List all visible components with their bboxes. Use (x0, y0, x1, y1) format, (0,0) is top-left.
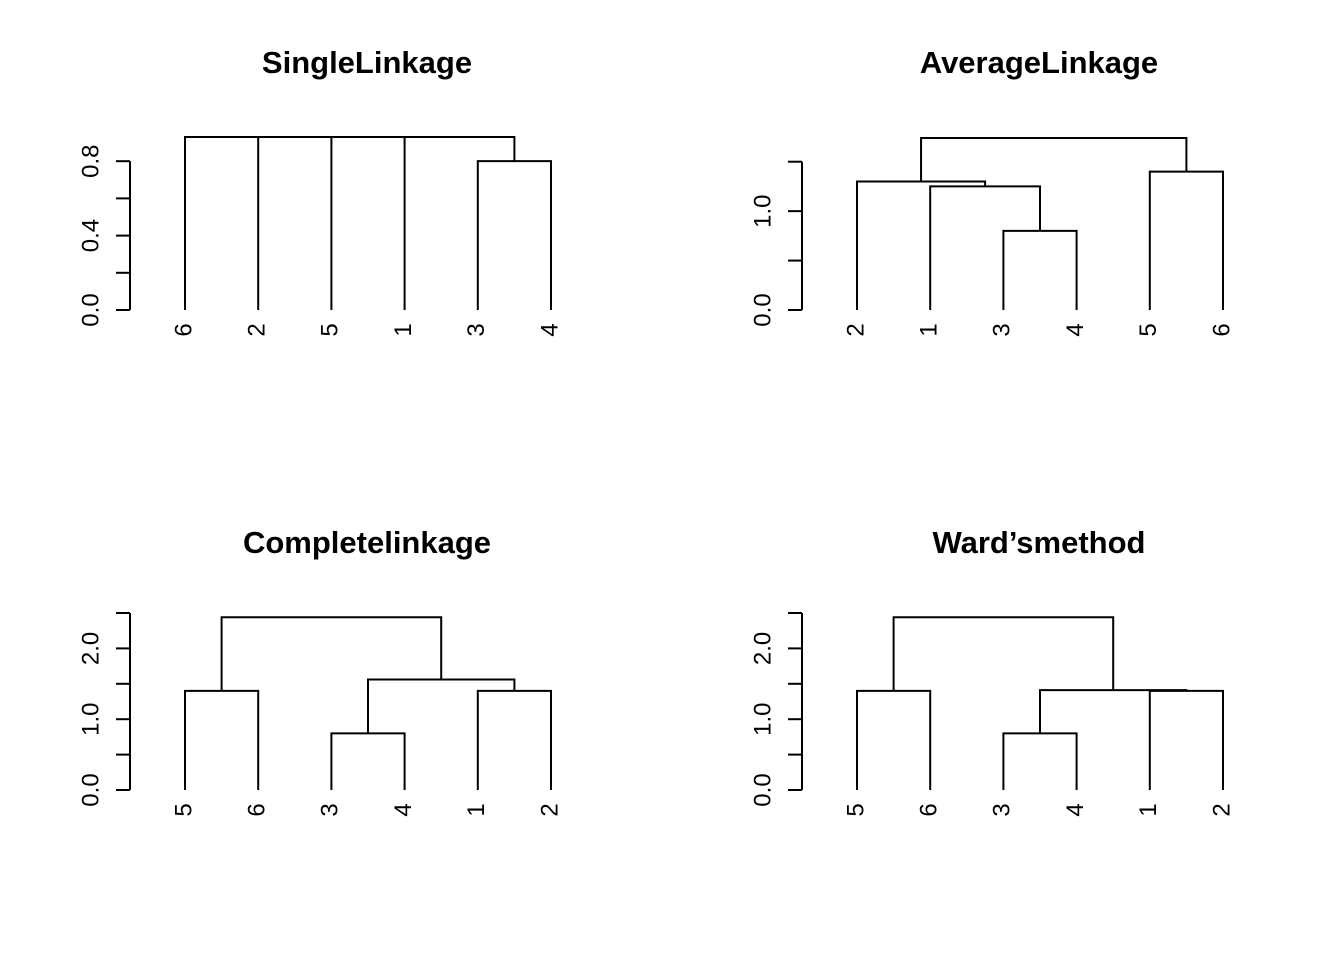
chart-title: SingleLinkage (262, 45, 472, 80)
leaf-label: 1 (1135, 803, 1162, 816)
leaf-label: 5 (170, 803, 197, 816)
dendrogram-link (367, 678, 516, 734)
leaf-label: 4 (1062, 803, 1089, 816)
dendrogram-link (1148, 170, 1224, 310)
dendrogram-link (220, 616, 443, 691)
y-tick-label: 2.0 (77, 632, 104, 665)
dendrogram-link (1148, 689, 1224, 790)
dendrogram-link (476, 689, 552, 790)
leaf-label: 1 (390, 323, 417, 336)
chart-title: AverageLinkage (920, 45, 1158, 80)
leaf-label: 5 (842, 803, 869, 816)
leaf-label: 3 (989, 803, 1016, 816)
chart-title: Completelinkage (243, 525, 491, 560)
dendrogram-link (1002, 732, 1078, 790)
dendrogram-link (1002, 229, 1078, 310)
y-tick-label: 0.0 (77, 773, 104, 806)
leaf-label: 2 (536, 803, 563, 816)
leaf-label: 3 (989, 323, 1016, 336)
leaf-label: 3 (317, 803, 344, 816)
y-tick-label: 0.4 (77, 219, 104, 252)
leaf-label: 5 (1135, 323, 1162, 336)
dendrogram-link (856, 180, 987, 310)
leaf-label: 2 (1208, 803, 1235, 816)
panel-average-linkage: AverageLinkage 0.0 1.0 2 1 3 4 5 6 (749, 45, 1235, 336)
dendrogram-link (257, 136, 396, 310)
dendrogram-link (929, 185, 1041, 310)
dendrogram-link (330, 732, 406, 790)
dendrogram-link (892, 616, 1115, 691)
y-tick-label: 0.0 (749, 293, 776, 326)
y-tick-label: 1.0 (749, 703, 776, 736)
leaf-label: 6 (244, 803, 271, 816)
dendrogram-link (184, 136, 327, 310)
leaf-label: 6 (916, 803, 943, 816)
leaf-label: 5 (317, 323, 344, 336)
leaf-label: 3 (463, 323, 490, 336)
dendrogram-link (330, 136, 460, 310)
dendrogram-link (476, 160, 552, 310)
dendrogram-link (403, 136, 516, 310)
dendrogram-link (184, 689, 260, 790)
panel-single-linkage: SingleLinkage 0.0 0.4 0.8 6 2 5 1 3 4 (77, 45, 563, 336)
y-tick-label: 0.8 (77, 144, 104, 177)
leaf-label: 6 (1208, 323, 1235, 336)
y-tick-label: 2.0 (749, 632, 776, 665)
chart-title: Ward’smethod (933, 525, 1146, 560)
y-tick-label: 0.0 (77, 293, 104, 326)
leaf-label: 1 (916, 323, 943, 336)
leaf-label: 1 (463, 803, 490, 816)
leaf-label: 4 (390, 803, 417, 816)
leaf-label: 4 (536, 323, 563, 336)
y-tick-label: 1.0 (77, 703, 104, 736)
leaf-label: 6 (170, 323, 197, 336)
dendrogram-link (856, 689, 932, 790)
leaf-label: 2 (842, 323, 869, 336)
dendrogram-link (1039, 689, 1188, 734)
leaf-label: 2 (244, 323, 271, 336)
y-tick-label: 1.0 (749, 194, 776, 227)
panel-complete-linkage: Completelinkage 0.0 1.0 2.0 5 6 3 4 1 2 (77, 525, 563, 816)
dendrogram-link (920, 136, 1188, 182)
panel-wards-method: Ward’smethod 0.0 1.0 2.0 5 6 3 4 1 2 (749, 525, 1235, 816)
y-tick-label: 0.0 (749, 773, 776, 806)
leaf-label: 4 (1062, 323, 1089, 336)
